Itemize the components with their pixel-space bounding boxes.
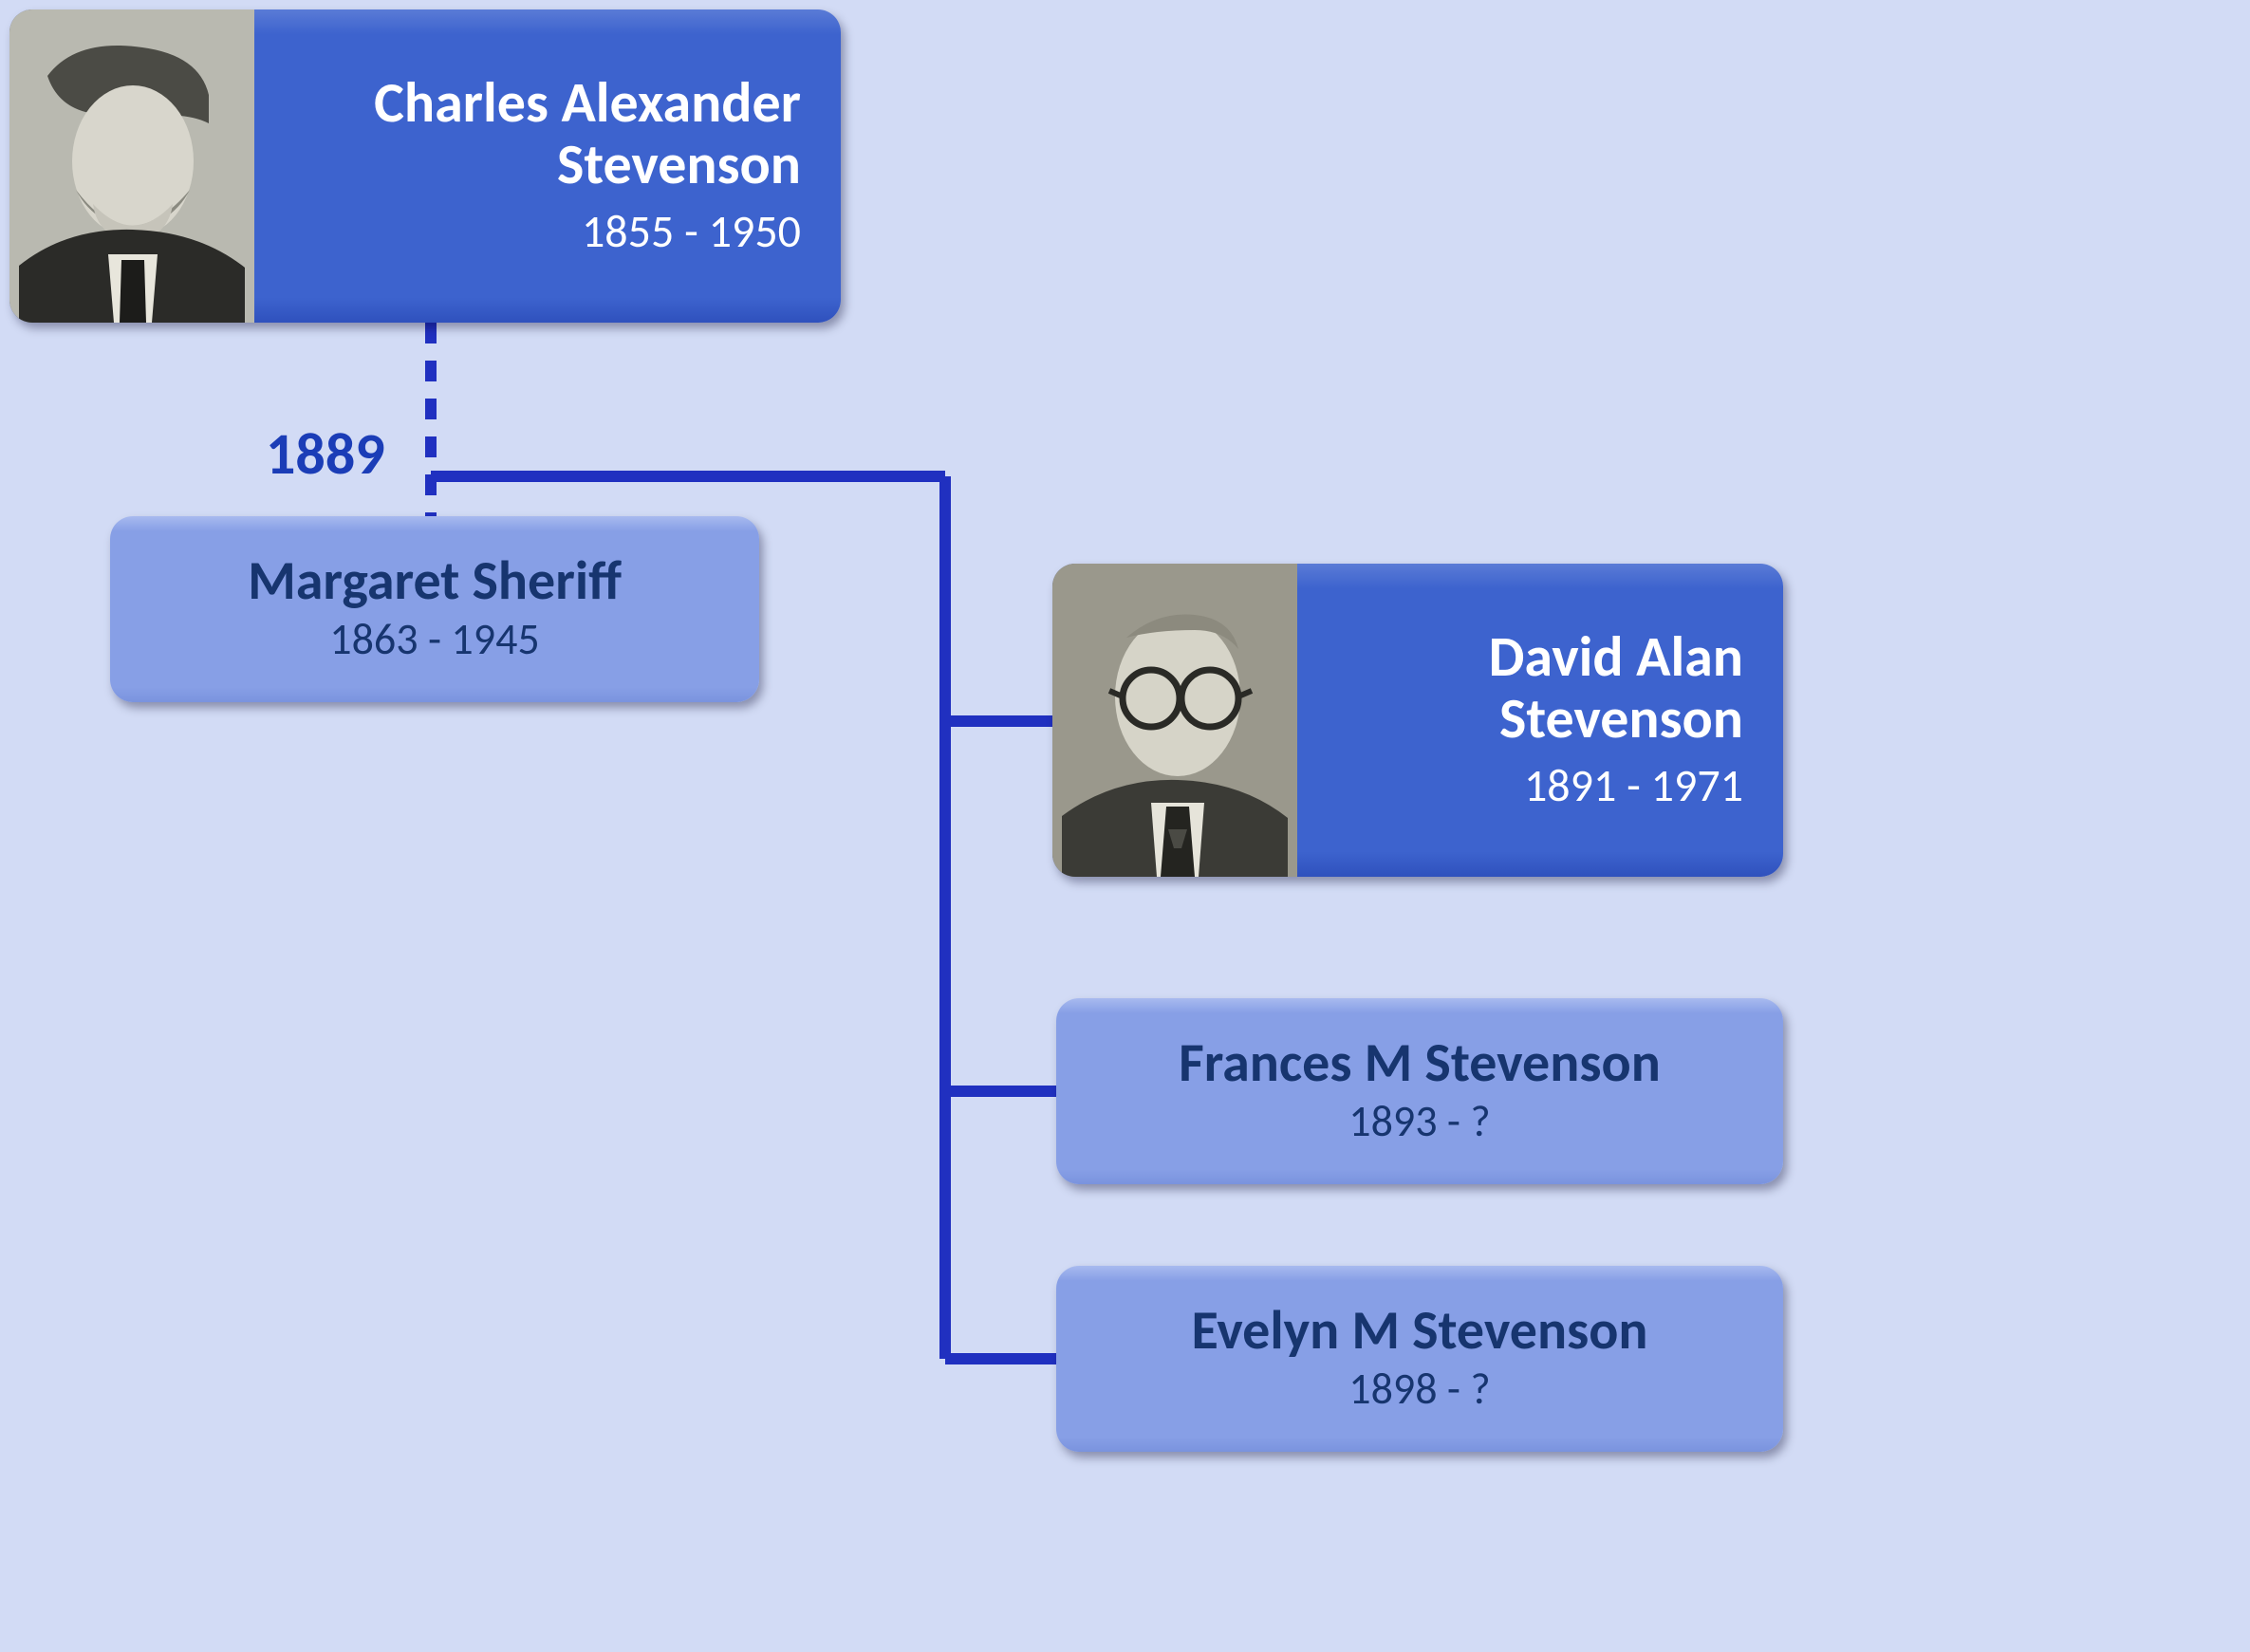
person-dates: 1893 - ? [1348, 1095, 1490, 1148]
person-info: David Alan Stevenson 1891 - 1971 [1297, 564, 1783, 877]
family-tree-canvas: 1889 Charles Alexander Stevenson 1855 - … [0, 0, 2250, 1652]
person-dates: 1898 - ? [1348, 1363, 1490, 1416]
person-name: Evelyn M Stevenson [1191, 1302, 1647, 1360]
portrait-placeholder-icon [9, 9, 254, 323]
name-line-2: Stevenson [1499, 684, 1743, 753]
name-line-1: Charles Alexander [374, 68, 801, 138]
person-card-margaret[interactable]: Margaret Sheriff 1863 - 1945 [110, 516, 759, 702]
photo-david [1052, 564, 1297, 877]
person-card-evelyn[interactable]: Evelyn M Stevenson 1898 - ? [1056, 1266, 1783, 1452]
person-dates: 1863 - 1945 [329, 613, 539, 666]
person-card-frances[interactable]: Frances M Stevenson 1893 - ? [1056, 998, 1783, 1184]
person-card-david[interactable]: David Alan Stevenson 1891 - 1971 [1052, 564, 1783, 877]
person-info: Charles Alexander Stevenson 1855 - 1950 [254, 9, 841, 323]
person-name: David Alan Stevenson [1489, 627, 1743, 751]
photo-charles [9, 9, 254, 323]
portrait-placeholder-icon [1052, 564, 1297, 877]
person-name: Margaret Sheriff [248, 552, 622, 610]
person-dates: 1891 - 1971 [1524, 757, 1743, 813]
name-line-1: David Alan [1489, 622, 1743, 692]
marriage-year-label: 1889 [266, 418, 385, 490]
person-name: Charles Alexander Stevenson [374, 73, 801, 196]
name-line-2: Stevenson [557, 130, 801, 199]
person-card-charles[interactable]: Charles Alexander Stevenson 1855 - 1950 [9, 9, 841, 323]
person-dates: 1855 - 1950 [582, 203, 801, 259]
person-name: Frances M Stevenson [1179, 1034, 1661, 1092]
